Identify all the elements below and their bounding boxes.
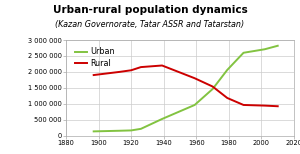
Rural: [193, 77, 196, 79]
Line: Urban: Urban: [94, 46, 278, 131]
Rural: [211, 86, 214, 87]
Rural: [263, 105, 266, 107]
Urban: [139, 128, 143, 130]
Rural: [276, 105, 280, 107]
Urban: [211, 88, 214, 90]
Urban: [225, 69, 229, 71]
Urban: [276, 45, 280, 47]
Rural: [118, 71, 122, 73]
Urban: [263, 48, 266, 50]
Urban: [129, 130, 133, 131]
Rural: [225, 97, 229, 99]
Legend: Urban, Rural: Urban, Rural: [72, 45, 117, 70]
Rural: [92, 74, 95, 76]
Urban: [118, 130, 122, 132]
Text: (Kazan Governorate, Tatar ASSR and Tatarstan): (Kazan Governorate, Tatar ASSR and Tatar…: [56, 20, 244, 29]
Rural: [242, 104, 245, 106]
Rural: [129, 69, 133, 71]
Text: Urban-rural population dynamics: Urban-rural population dynamics: [52, 5, 247, 15]
Rural: [139, 66, 143, 68]
Line: Rural: Rural: [94, 65, 278, 106]
Urban: [160, 118, 164, 120]
Urban: [193, 104, 196, 106]
Rural: [160, 65, 164, 66]
Urban: [92, 130, 95, 132]
Urban: [242, 52, 245, 54]
